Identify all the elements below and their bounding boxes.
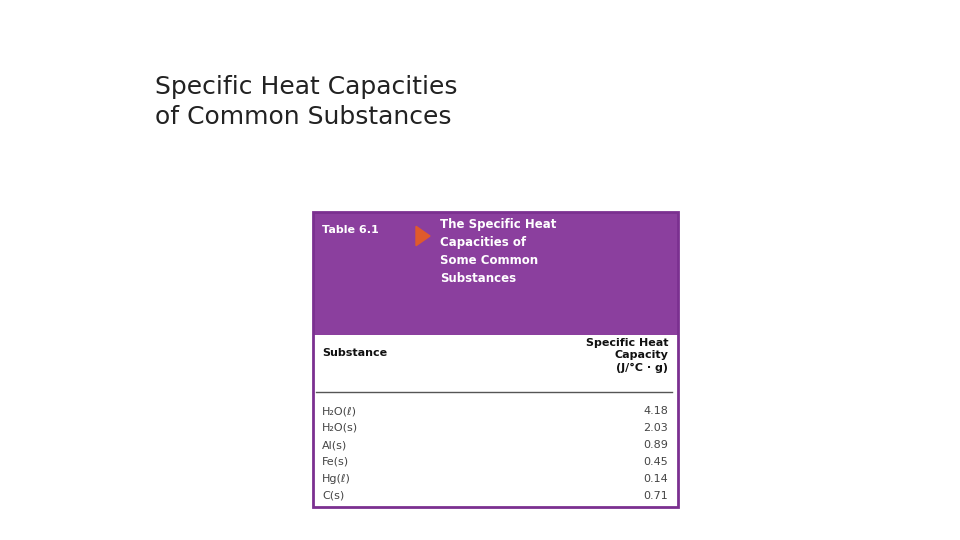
Text: 0.71: 0.71 [643, 491, 668, 501]
Text: Al(s): Al(s) [322, 440, 348, 450]
Text: 0.14: 0.14 [643, 474, 668, 484]
Text: The Specific Heat
Capacities of
Some Common
Substances: The Specific Heat Capacities of Some Com… [440, 218, 557, 285]
Text: 0.45: 0.45 [643, 457, 668, 467]
Text: Specific Heat
Capacity
(J/°C · g): Specific Heat Capacity (J/°C · g) [586, 338, 668, 373]
Text: 2.03: 2.03 [643, 423, 668, 433]
Text: H₂O(ℓ): H₂O(ℓ) [322, 406, 357, 416]
Text: Hg(ℓ): Hg(ℓ) [322, 474, 350, 484]
Text: Substance: Substance [322, 348, 387, 358]
Polygon shape [416, 226, 430, 246]
Bar [313, 335, 678, 507]
Text: H₂O(s): H₂O(s) [322, 423, 358, 433]
Text: Specific Heat Capacities
of Common Substances: Specific Heat Capacities of Common Subst… [155, 75, 458, 129]
Bar [313, 212, 678, 507]
Text: 4.18: 4.18 [643, 406, 668, 416]
Text: Fe(s): Fe(s) [322, 457, 349, 467]
Text: 0.89: 0.89 [643, 440, 668, 450]
Text: Table 6.1: Table 6.1 [322, 225, 379, 235]
Bar [313, 212, 678, 335]
Text: C(s): C(s) [322, 491, 345, 501]
